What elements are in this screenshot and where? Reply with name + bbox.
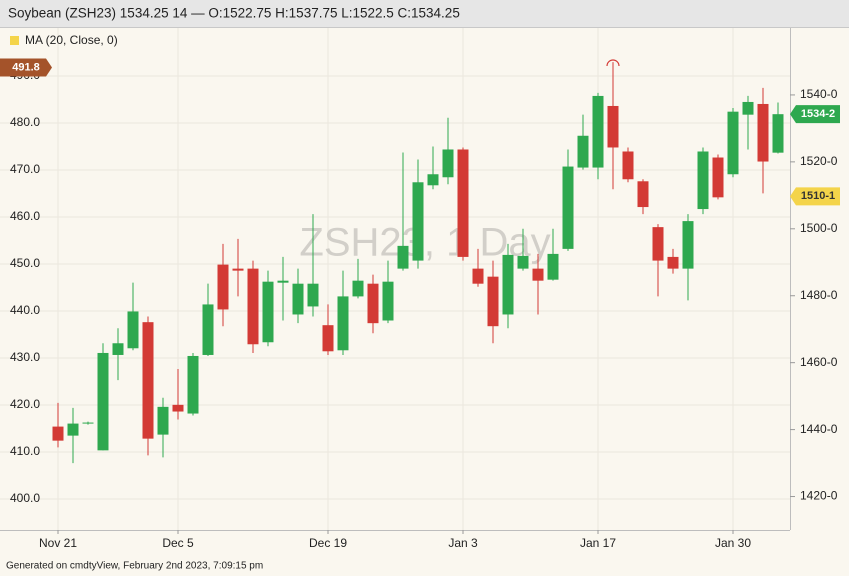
last-value-badge xyxy=(0,58,52,77)
candle-body xyxy=(472,268,484,284)
candle-body xyxy=(622,151,634,180)
candle-body xyxy=(412,182,424,261)
y-tick-label: 470.0 xyxy=(10,162,40,176)
y-tick-label: 430.0 xyxy=(10,350,40,364)
y2-tick-label: 1440-0 xyxy=(800,422,838,436)
candle-body xyxy=(97,352,109,451)
candle-body xyxy=(607,105,619,148)
candle-body xyxy=(82,422,94,424)
x-tick-label: Jan 3 xyxy=(448,536,478,550)
y-tick-label: 460.0 xyxy=(10,209,40,223)
y2-tick-label: 1500-0 xyxy=(800,221,838,235)
footer: Generated on cmdtyView, February 2nd 202… xyxy=(6,561,263,572)
candle-body xyxy=(277,280,289,283)
candle-body xyxy=(322,325,334,352)
y2-tick-label: 1480-0 xyxy=(800,288,838,302)
last-value-badge xyxy=(790,105,840,124)
candle-body xyxy=(202,304,214,355)
chart-title: Soybean (ZSH23) 1534.25 14 — O:1522.75 H… xyxy=(8,6,460,21)
candle-body xyxy=(262,281,274,343)
y-tick-label: 420.0 xyxy=(10,397,40,411)
candle-body xyxy=(352,280,364,297)
candle-body xyxy=(127,311,139,349)
last-value-label: 491.8 xyxy=(12,61,40,73)
candle-body xyxy=(157,406,169,435)
y-tick-label: 410.0 xyxy=(10,444,40,458)
candle-body xyxy=(697,151,709,210)
y2-tick-label: 1520-0 xyxy=(800,154,838,168)
y-tick-label: 400.0 xyxy=(10,491,40,505)
candle-body xyxy=(517,255,529,269)
candle-body xyxy=(682,221,694,269)
last-value-label: 1534-2 xyxy=(801,108,835,120)
candle-body xyxy=(337,296,349,351)
candle-body xyxy=(397,245,409,269)
candle-body xyxy=(532,268,544,281)
candle-body xyxy=(292,283,304,315)
y-tick-label: 440.0 xyxy=(10,303,40,317)
x-tick-label: Jan 30 xyxy=(715,536,751,550)
candle-body xyxy=(367,283,379,324)
candle-body xyxy=(712,157,724,198)
marker-arc xyxy=(606,59,620,67)
legend-label: MA (20, Close, 0) xyxy=(25,33,118,47)
candle-body xyxy=(487,276,499,327)
candle-body xyxy=(652,227,664,261)
candle-body xyxy=(217,264,229,310)
candle-body xyxy=(232,268,244,271)
y-tick-label: 480.0 xyxy=(10,115,40,129)
y2-tick-label: 1540-0 xyxy=(800,87,838,101)
last-value-badge xyxy=(790,187,840,206)
candle-body xyxy=(382,281,394,321)
candle-body xyxy=(742,101,754,115)
candle-body xyxy=(112,343,124,355)
candle-body xyxy=(142,322,154,439)
candle-body xyxy=(52,426,64,441)
candle-body xyxy=(67,423,79,436)
last-value-label: 1510-1 xyxy=(801,190,835,202)
header-bar xyxy=(0,0,849,27)
candle-body xyxy=(247,268,259,345)
candle-body xyxy=(502,254,514,315)
grid xyxy=(0,28,790,530)
candle-body xyxy=(547,253,559,280)
candle-body xyxy=(307,283,319,307)
x-tick-label: Dec 5 xyxy=(162,536,194,550)
y2-tick-label: 1420-0 xyxy=(800,489,838,503)
x-tick-label: Jan 17 xyxy=(580,536,616,550)
candle-body xyxy=(592,95,604,168)
candle-body xyxy=(757,103,769,162)
legend-swatch xyxy=(10,36,19,45)
x-tick-label: Dec 19 xyxy=(309,536,347,550)
candle-body xyxy=(172,404,184,412)
candle-body xyxy=(667,256,679,269)
candle-body xyxy=(637,181,649,208)
candle-body xyxy=(442,149,454,178)
candle-body xyxy=(427,174,439,186)
candle-body xyxy=(562,166,574,249)
candle-body xyxy=(187,355,199,414)
candle-body xyxy=(727,111,739,175)
y2-tick-label: 1460-0 xyxy=(800,355,838,369)
candle-body xyxy=(457,149,469,257)
candle-body xyxy=(577,135,589,168)
x-tick-label: Nov 21 xyxy=(39,536,77,550)
candle-body xyxy=(772,114,784,153)
y-tick-label: 450.0 xyxy=(10,256,40,270)
